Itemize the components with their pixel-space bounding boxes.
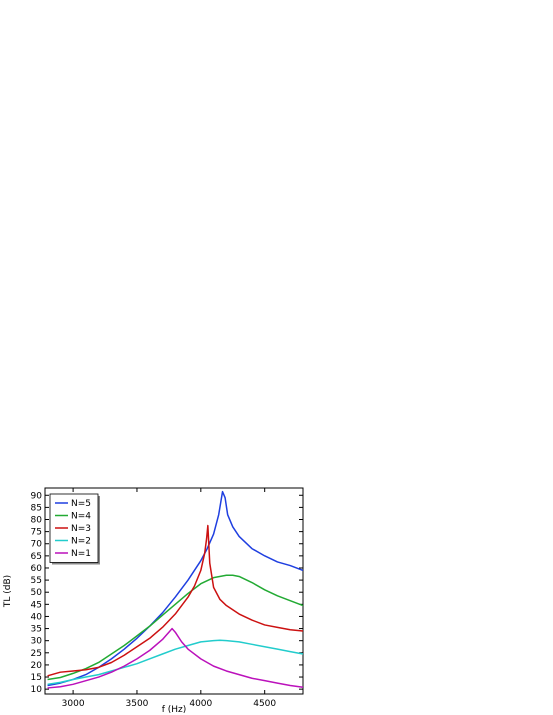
y-tick-label: 60: [31, 564, 43, 574]
y-tick-label: 50: [31, 588, 43, 598]
y-tick-label: 75: [31, 528, 42, 538]
y-tick-label: 30: [31, 637, 43, 647]
y-tick-label: 10: [31, 685, 43, 695]
series-layer: [47, 490, 304, 689]
series-line-n-2: [47, 639, 304, 686]
x-axis: 3000 3500 4000 4500: [62, 488, 276, 709]
y-axis-label: TL (dB): [3, 575, 13, 608]
y-tick-label: 85: [31, 503, 42, 513]
x-tick-label: 4500: [253, 699, 276, 709]
y-tick-label: 70: [31, 540, 43, 550]
legend-entry: N=4: [71, 512, 91, 522]
series-line-n-3: [47, 524, 304, 677]
y-tick-label: 25: [31, 649, 42, 659]
y-tick-label: 55: [31, 576, 42, 586]
x-axis-label: f (Hz): [162, 705, 187, 715]
x-tick-label: 4000: [189, 699, 212, 709]
y-tick-label: 20: [31, 661, 43, 671]
y-tick-label: 90: [31, 491, 43, 501]
y-tick-label: 15: [31, 673, 42, 683]
y-tick-label: 35: [31, 625, 42, 635]
series-line-n-4: [47, 574, 304, 681]
y-tick-label: 65: [31, 552, 42, 562]
series-line-n-1: [47, 627, 304, 689]
legend-entry: N=5: [71, 499, 91, 509]
y-tick-label: 80: [31, 516, 43, 526]
x-tick-label: 3500: [126, 699, 149, 709]
legend-entry: N=1: [71, 549, 91, 559]
legend: N=5 N=4 N=3 N=2 N=1: [49, 493, 100, 565]
y-tick-label: 40: [31, 612, 43, 622]
legend-entry: N=3: [71, 524, 91, 534]
legend-entry: N=2: [71, 537, 91, 547]
y-tick-label: 45: [31, 600, 42, 610]
x-tick-label: 3000: [62, 699, 85, 709]
y-axis: 10 15 20 25 30 35 40 45 50 55 60 65 70 75 80 85 90: [31, 491, 303, 695]
